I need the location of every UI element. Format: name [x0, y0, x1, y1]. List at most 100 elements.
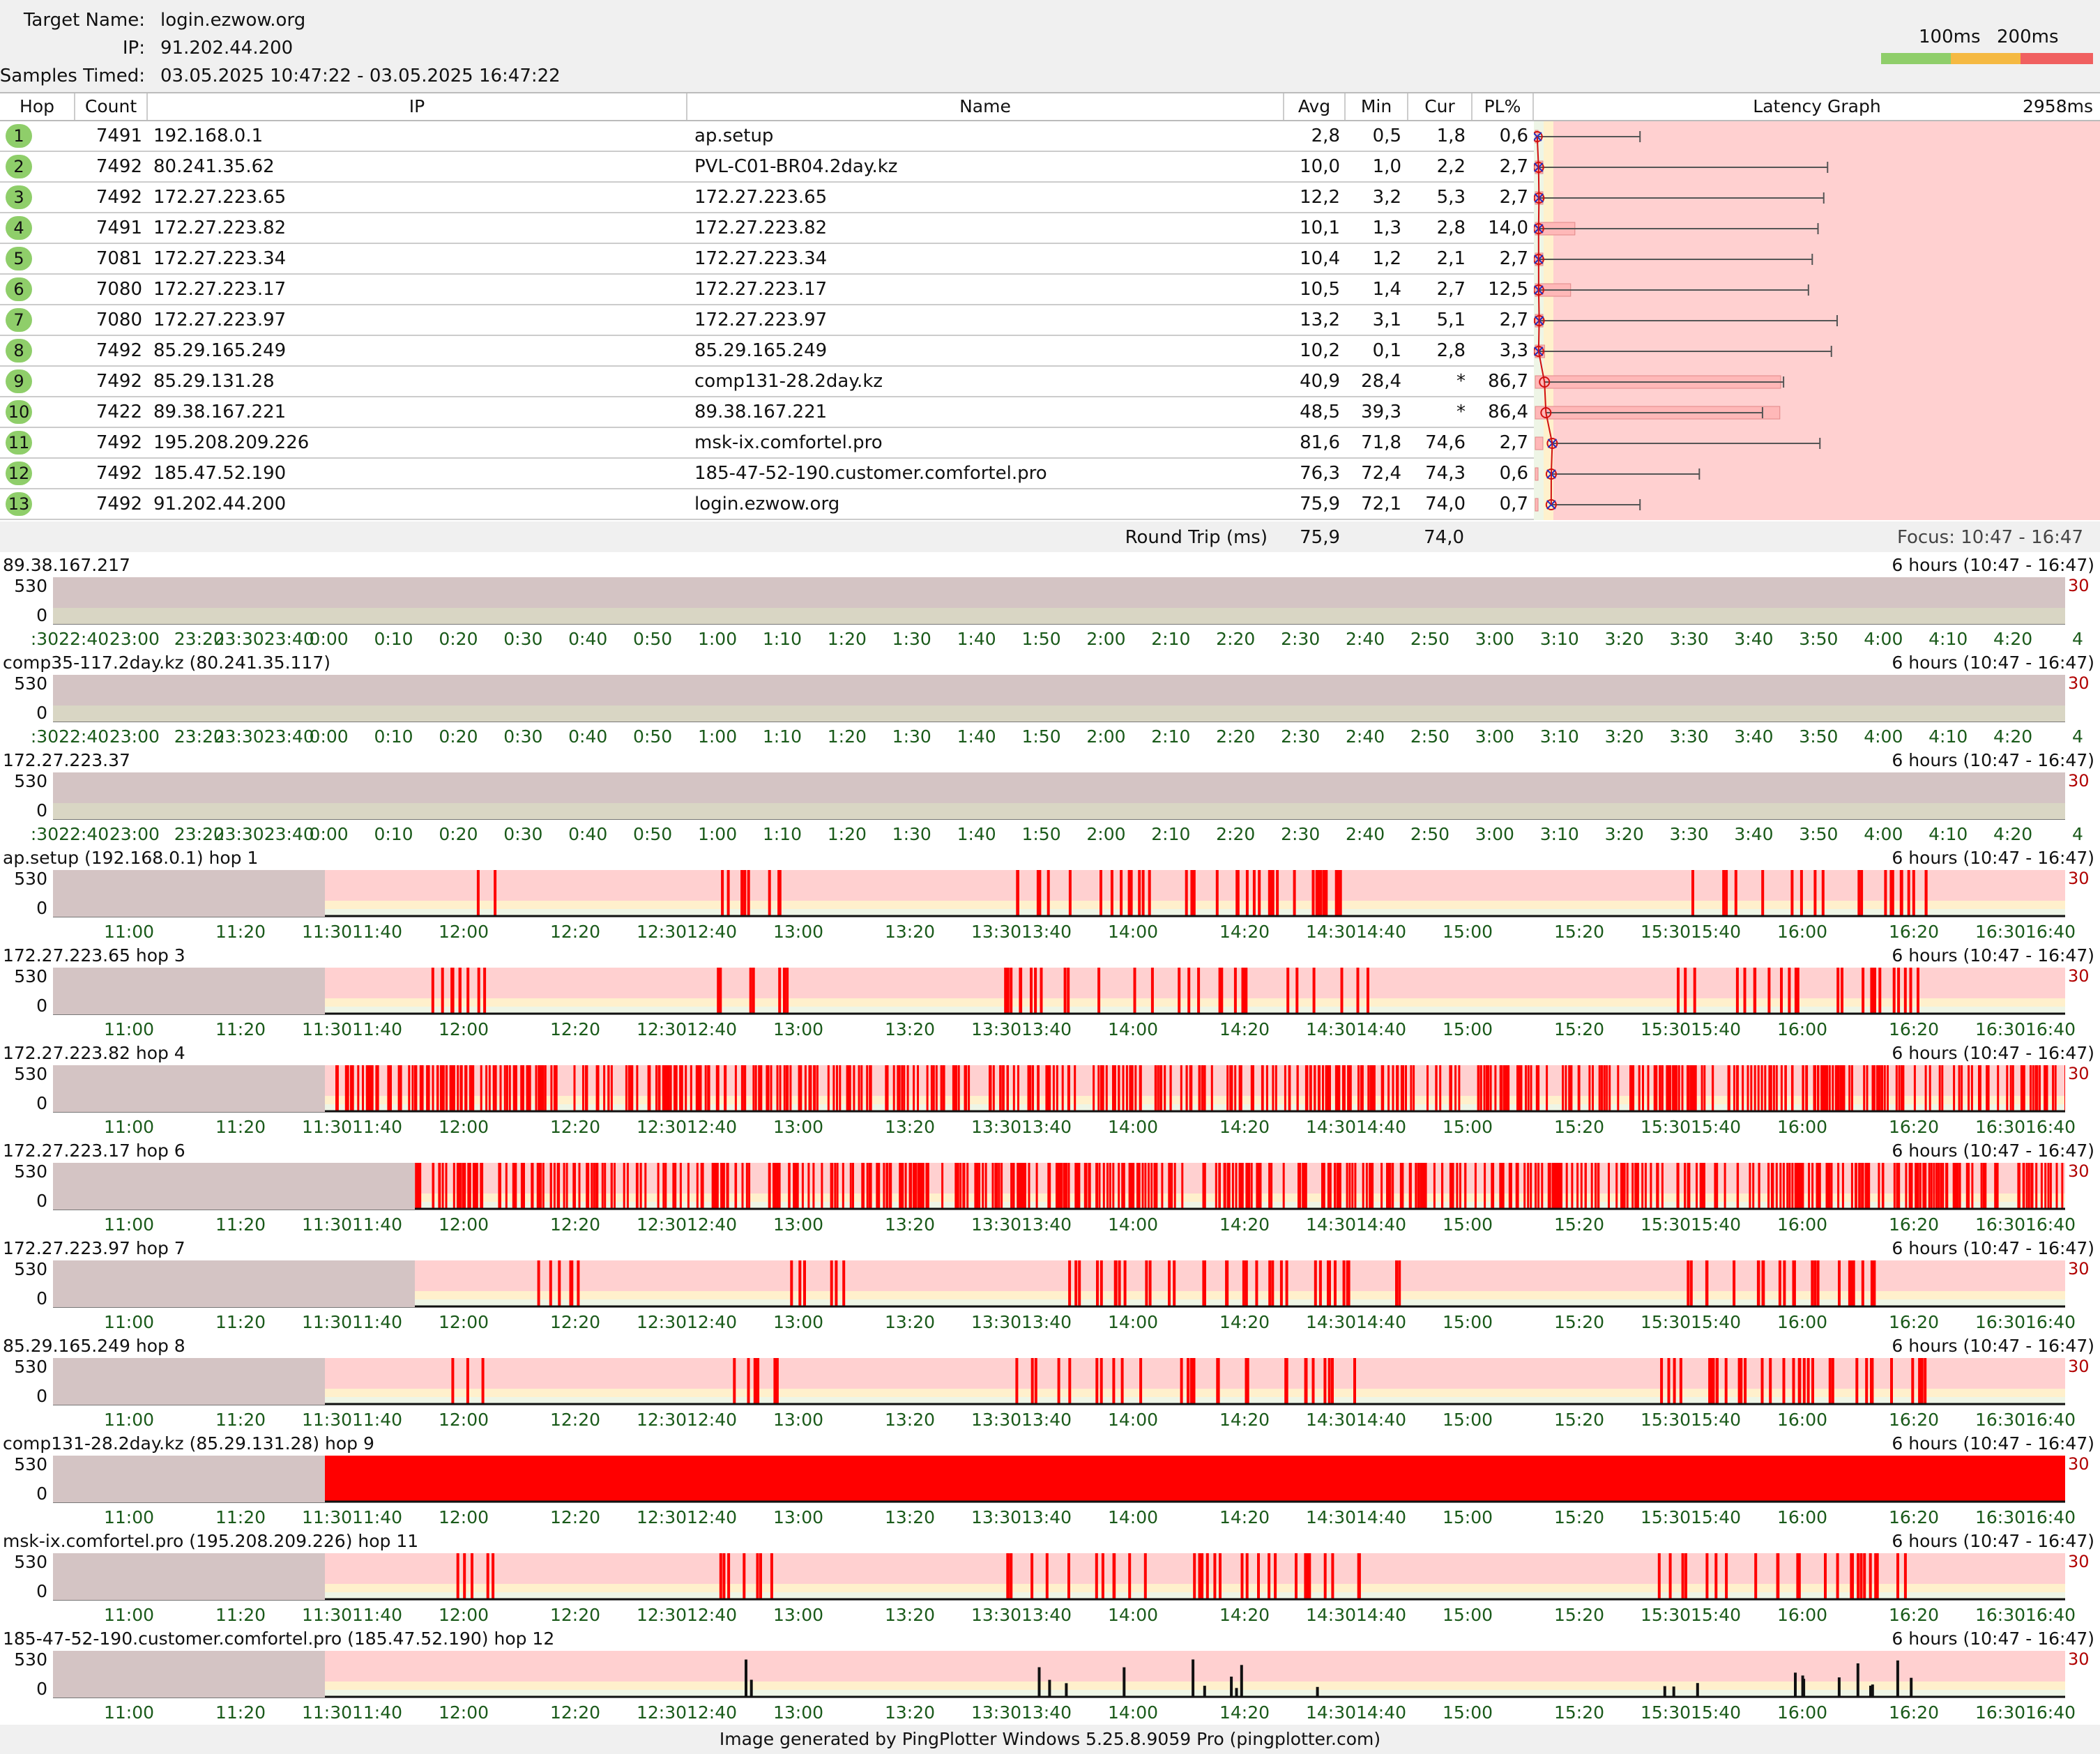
col-count[interactable]: Count [75, 93, 148, 120]
panel-loss-spike [1517, 1065, 1520, 1113]
time-tick-label: 14:20 [1219, 922, 1270, 942]
panel-loss-spike [1878, 1065, 1881, 1113]
time-tick-label: 13:3013:40 [971, 922, 1072, 942]
table-row[interactable]: 12 7492 185.47.52.190 185-47-52-190.custome… [0, 459, 1534, 489]
panel-loss-spike [680, 1065, 683, 1113]
col-hop[interactable]: Hop [0, 93, 75, 120]
timeline-panel[interactable]: msk-ix.comfortel.pro (195.208.209.226) h… [0, 1531, 2100, 1629]
table-row[interactable]: 1 7491 192.168.0.1 ap.setup 2,8 0,5 1,8 0,6 [0, 121, 1534, 152]
panel-loss-spike [408, 1065, 411, 1113]
panel-loss-spike [868, 1163, 871, 1210]
time-tick-label: 23:20 [174, 629, 225, 649]
panel-loss-spike [1047, 870, 1050, 917]
timeline-panel[interactable]: 89.38.167.217 6 hours (10:47 - 16:47) 530 0… [0, 555, 2100, 653]
panel-loss-spike [1305, 1553, 1309, 1601]
panel-loss-spike [779, 1065, 782, 1113]
panel-loss-spike [1021, 1163, 1023, 1210]
table-row[interactable]: 10 7422 89.38.167.221 89.38.167.221 48,5 39,3… [0, 397, 1534, 428]
col-ip[interactable]: IP [148, 93, 687, 120]
time-tick-label: 14:00 [1107, 1312, 1159, 1332]
col-name[interactable]: Name [687, 93, 1284, 120]
panel-loss-spike [783, 968, 786, 1015]
panel-loss-spike [2044, 1065, 2046, 1113]
time-tick-label: 14:3014:40 [1305, 922, 1407, 942]
panel-loss-spike [1241, 1163, 1244, 1210]
panel-loss-spike [1938, 1065, 1941, 1113]
cell-ip: 85.29.131.28 [153, 371, 275, 392]
panel-loss-spike [1284, 1065, 1286, 1113]
table-row[interactable]: 13 7492 91.202.44.200 login.ezwow.org 75,9 72… [0, 489, 1534, 520]
panel-loss-spike [375, 1065, 378, 1113]
timeline-panel[interactable]: 172.27.223.37 6 hours (10:47 - 16:47) 530 0… [0, 750, 2100, 848]
panel-empty-band-low [53, 803, 2065, 820]
panel-no-data [53, 968, 325, 1015]
col-min[interactable]: Min [1346, 93, 1408, 120]
panel-loss-spike [1584, 1163, 1587, 1210]
table-row[interactable]: 8 7492 85.29.165.249 85.29.165.249 10,2 0,1 2,… [0, 336, 1534, 367]
panel-loss-spike [1325, 870, 1328, 917]
panel-loss-spike [486, 1553, 489, 1601]
time-tick-label: 4:10 [1928, 629, 1968, 649]
panel-loss-spike [1757, 1065, 1760, 1113]
col-pl[interactable]: PL% [1473, 93, 1534, 120]
table-row[interactable]: 5 7081 172.27.223.34 172.27.223.34 10,4 1,2 2,… [0, 244, 1534, 275]
panel-loss-spike [1525, 1065, 1527, 1113]
panel-loss-spike [1792, 1358, 1795, 1405]
panel-loss-spike [1120, 870, 1123, 917]
panel-loss-spike [499, 1065, 502, 1113]
timeline-panel[interactable]: 185-47-52-190.customer.comfortel.pro (18… [0, 1629, 2100, 1726]
panel-loss-spike [1203, 1686, 1206, 1698]
time-tick-label: 11:3011:40 [301, 1605, 403, 1625]
panel-loss-spike [1666, 1065, 1668, 1113]
panel-loss-spike [1240, 1163, 1243, 1210]
table-row[interactable]: 4 7491 172.27.223.82 172.27.223.82 10,1 1,3 2,… [0, 213, 1534, 244]
latency-graph [1534, 121, 2100, 520]
panel-loss-spike [1150, 1163, 1153, 1210]
panel-loss-spike [2036, 1065, 2039, 1113]
time-tick-label: 2:00 [1086, 824, 1126, 844]
col-cur[interactable]: Cur [1408, 93, 1473, 120]
panel-loss-spike [1238, 1163, 1241, 1210]
panel-loss-spike [866, 1065, 869, 1113]
time-tick-label: 4 [2072, 726, 2083, 747]
table-row[interactable]: 9 7492 85.29.131.28 comp131-28.2day.kz 40,9 2… [0, 367, 1534, 397]
panel-loss-spike [1400, 1065, 1403, 1113]
table-row[interactable]: 6 7080 172.27.223.17 172.27.223.17 10,5 1,4 2,… [0, 275, 1534, 305]
col-latency-graph[interactable]: Latency Graph [1753, 96, 1881, 116]
panel-loss-spike [427, 1065, 430, 1113]
panel-loss-spike [563, 1163, 565, 1210]
panel-loss-spike [1903, 968, 1907, 1015]
panel-loss-spike [1334, 1065, 1337, 1113]
panel-loss-spike [1017, 1065, 1019, 1113]
panel-loss-spike [932, 1065, 935, 1113]
table-row[interactable]: 11 7492 195.208.209.226 msk-ix.comfortel.pr… [0, 428, 1534, 459]
panel-loss-spike [1523, 1163, 1526, 1210]
panel-loss-spike [1235, 1163, 1238, 1210]
panel-loss-spike [1367, 1065, 1370, 1113]
time-tick-label: 12:3012:40 [636, 1214, 738, 1235]
table-row[interactable]: 2 7492 80.241.35.62 PVL-C01-BR04.2day.kz 10,… [0, 152, 1534, 183]
panel-loss-spike [542, 1065, 545, 1113]
timeline-panel[interactable]: comp35-117.2day.kz (80.241.35.117) 6 hour… [0, 653, 2100, 750]
panel-loss-spike [669, 1065, 672, 1113]
panel-loss-spike [1899, 870, 1903, 917]
col-avg[interactable]: Avg [1284, 93, 1346, 120]
panel-loss-spike [862, 1163, 865, 1210]
panel-loss-spike [1753, 1065, 1756, 1113]
panel-loss-spike [457, 1065, 459, 1113]
table-row[interactable]: 7 7080 172.27.223.97 172.27.223.97 13,2 3,1 5,… [0, 305, 1534, 336]
table-row[interactable]: 3 7492 172.27.223.65 172.27.223.65 12,2 3,2 5,… [0, 183, 1534, 213]
panel-loss-spike [627, 1065, 630, 1113]
panel-loss-spike [1220, 968, 1224, 1015]
time-tick-label: 15:3015:40 [1640, 1312, 1742, 1332]
panel-loss-spike [707, 1065, 710, 1113]
cell-ip: 172.27.223.65 [153, 187, 287, 208]
panel-loss-spike [1405, 1065, 1407, 1113]
